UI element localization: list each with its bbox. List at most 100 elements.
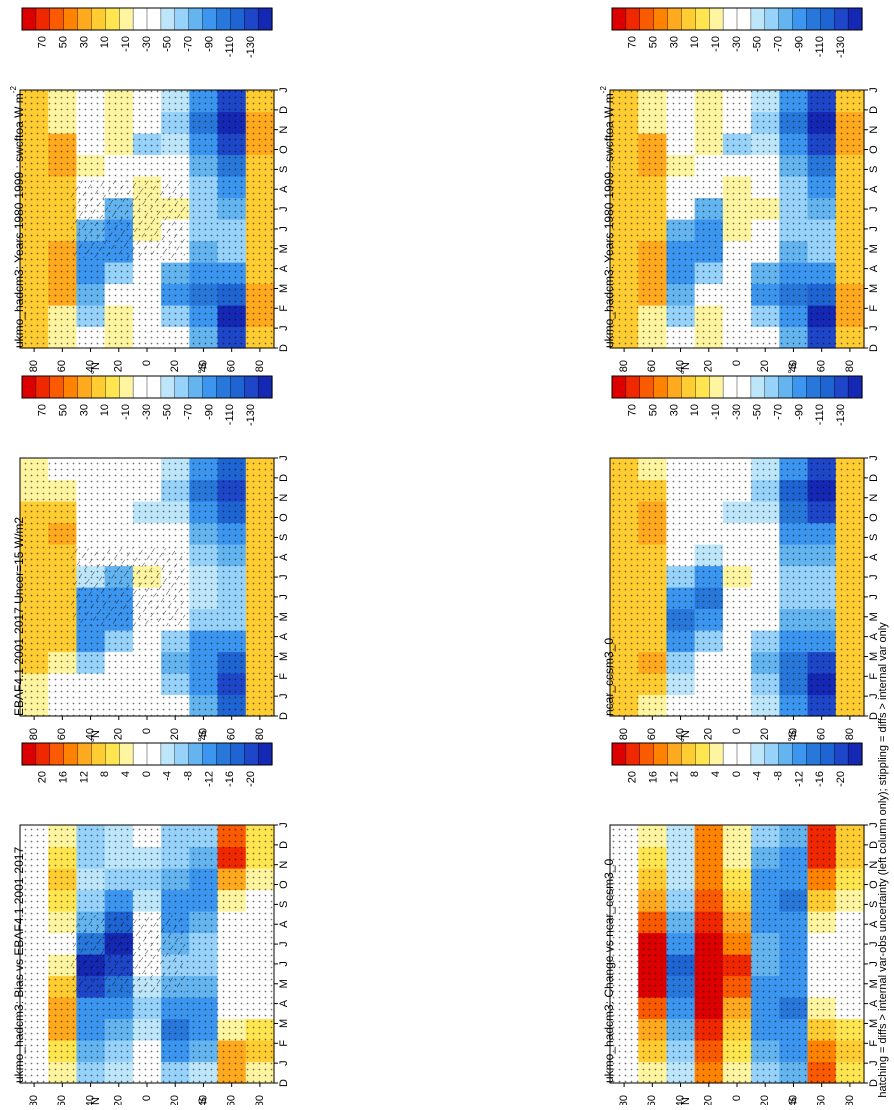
month-tick-label: F	[278, 305, 290, 312]
month-tick-label: D	[868, 106, 880, 114]
hemisphere-label: °S	[787, 1097, 799, 1105]
latitude-tick-label: 0	[141, 360, 153, 366]
colorbar: 70 50 30 10 -10 -30 -50 -70 -90 -110 -130	[21, 375, 273, 426]
colorbar-segment	[146, 375, 162, 399]
latitude-tick-label: 80	[844, 360, 856, 372]
colorbar-segment	[188, 375, 204, 399]
month-tick-label: A	[868, 999, 880, 1007]
month-tick-label: A	[278, 185, 290, 193]
colorbar-segment	[667, 375, 683, 399]
colorbar-segment	[188, 7, 204, 31]
colorbar-tick-label: -90	[203, 36, 215, 52]
colorbar-segment	[792, 375, 808, 399]
month-tick-label: M	[868, 244, 880, 253]
latitude-tick-label: 20	[169, 1095, 181, 1105]
colorbar-segment	[695, 7, 710, 31]
colorbar-tick-label: 16	[58, 771, 70, 783]
colorbar: 20 16 12 8 4 0 -4 -8 -12 -16 -20	[611, 742, 863, 787]
month-tick-label: A	[868, 632, 880, 640]
colorbar-segment	[639, 742, 655, 766]
colorbar-tick-label: 10	[99, 36, 111, 48]
latitude-tick-label: 80	[28, 728, 40, 740]
colorbar-tick-label: 30	[668, 404, 680, 416]
colorbar-segment	[146, 7, 162, 31]
latitude-tick-label: 80	[618, 728, 630, 740]
panel-title: ncar_ccsm3_0	[602, 638, 616, 716]
month-tick-label: J	[278, 693, 290, 699]
colorbar-tick-label: -12	[793, 771, 805, 787]
latitude-tick-label: 40	[787, 1095, 799, 1105]
colorbar-tick-label: 70	[627, 36, 639, 48]
latitude-tick-label: 80	[844, 728, 856, 740]
colorbar-segment	[77, 375, 93, 399]
latitude-tick-label: 60	[226, 360, 238, 372]
month-tick-label: M	[278, 612, 290, 621]
month-tick-label: N	[868, 126, 880, 134]
colorbar-segment	[820, 742, 835, 766]
hatching-overlay	[70, 548, 186, 626]
colorbar-frame	[21, 7, 273, 31]
colorbar-segment	[77, 7, 93, 31]
month-tick-label: D	[278, 474, 290, 482]
colorbar-tick-label: -16	[224, 771, 236, 787]
colorbar-segment	[681, 742, 696, 766]
month-tick-label: J	[868, 574, 880, 580]
hatching-overlay	[70, 180, 186, 258]
colorbar-segment	[639, 375, 655, 399]
colorbar-segment	[132, 7, 148, 31]
colorbar-segment	[667, 7, 683, 31]
colorbar-segment	[49, 7, 65, 31]
latitude-tick-label: 60	[56, 728, 68, 740]
colorbar-segment	[764, 742, 780, 766]
month-tick-label: N	[868, 861, 880, 869]
latitude-tick-label: 0	[141, 1095, 153, 1101]
colorbar: 70 50 30 10 -10 -30 -50 -70 -90 -110 -130	[611, 375, 863, 426]
colorbar-frame	[611, 7, 863, 31]
month-tick-label: J	[868, 941, 880, 947]
month-tick-label: M	[868, 1019, 880, 1028]
colorbar-tick-label: -8	[773, 771, 785, 781]
colorbar-segment	[653, 742, 669, 766]
colorbar-segment	[216, 375, 231, 399]
month-tick-label: N	[278, 494, 290, 502]
month-tick-label: A	[868, 185, 880, 193]
month-tick-label: A	[868, 920, 880, 928]
month-tick-label: D	[278, 712, 290, 720]
month-tick-label: M	[278, 652, 290, 661]
colorbar-segment	[750, 7, 766, 31]
colorbar-tick-label: 50	[648, 404, 660, 416]
hatching-overlay	[70, 915, 186, 993]
colorbar-tick-label: 70	[627, 404, 639, 416]
colorbar-tick-label: 10	[689, 404, 701, 416]
month-tick-label: J	[868, 1060, 880, 1066]
colorbar-segment	[119, 742, 134, 766]
panel-title: ukmo_hadcm3: Bias vs EBAF4.1 2001-2017	[12, 847, 26, 1083]
month-tick-label: J	[868, 594, 880, 600]
colorbar-segment	[736, 742, 752, 766]
month-tick-label: J	[278, 455, 290, 461]
colorbar-tick-label: 12	[78, 771, 90, 783]
latitude-tick-label: 60	[816, 1095, 828, 1105]
colorbar-segment	[63, 742, 79, 766]
month-tick-label: O	[278, 145, 290, 154]
colorbar-tick-label: -130	[245, 36, 257, 58]
colorbar-segment	[611, 7, 627, 31]
month-tick-label: D	[868, 712, 880, 720]
latitude-tick-label: 0	[731, 728, 743, 734]
colorbar-frame	[21, 375, 273, 399]
colorbar-tick-label: 8	[689, 771, 701, 777]
hemisphere-label: °N	[90, 730, 102, 742]
colorbar-segment	[188, 742, 204, 766]
latitude-tick-label: 40	[787, 360, 799, 372]
panel-title: EBAF4.1 2001-2017 Uncer=15 W/m2	[12, 517, 26, 716]
panel-title-superscript: -2	[599, 86, 608, 94]
month-tick-label: D	[868, 344, 880, 352]
latitude-tick-label: 20	[113, 1095, 125, 1105]
colorbar-segment	[257, 742, 273, 766]
hemisphere-label: °N	[90, 362, 102, 374]
month-tick-label: J	[278, 226, 290, 232]
latitude-tick-label: 40	[197, 1095, 209, 1105]
hemisphere-label: °S	[197, 362, 209, 374]
colorbar-segment	[778, 7, 794, 31]
colorbar-tick-label: 50	[58, 404, 70, 416]
